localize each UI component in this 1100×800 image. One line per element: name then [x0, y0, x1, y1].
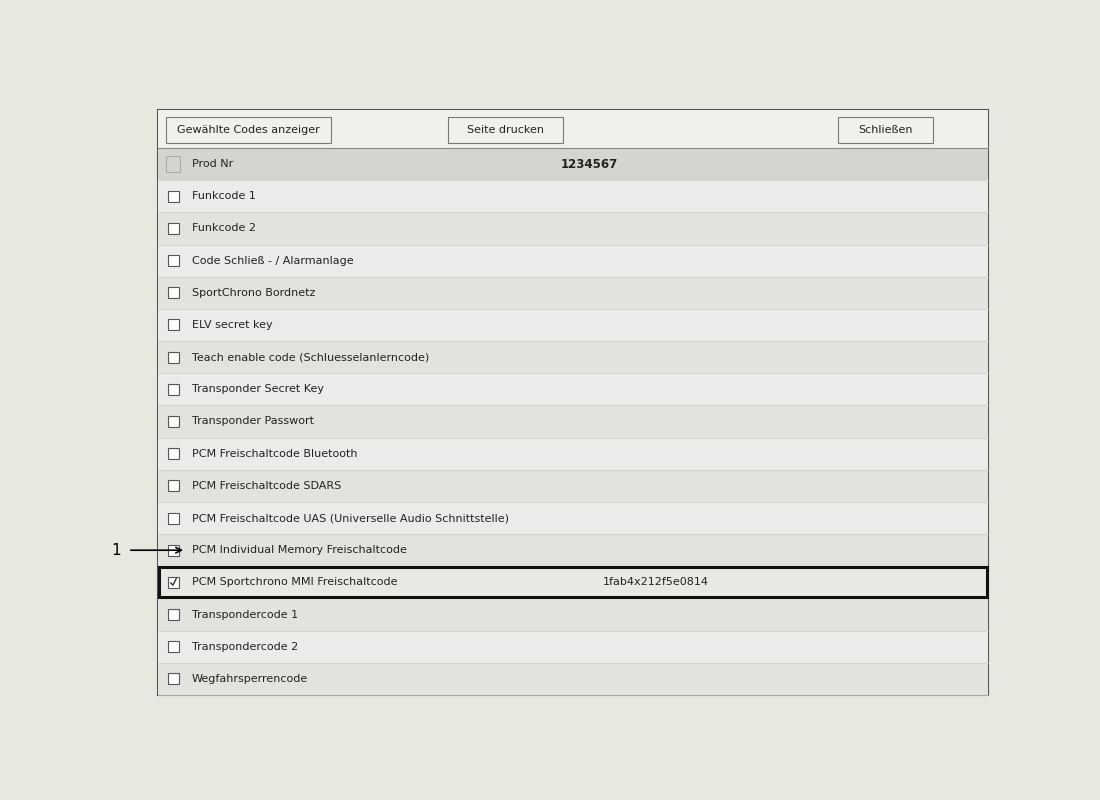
Bar [838, 117, 933, 143]
Bar [168, 513, 179, 523]
Bar [168, 255, 179, 266]
Bar [158, 534, 988, 566]
Bar [158, 245, 988, 277]
Text: SportChrono Bordnetz: SportChrono Bordnetz [192, 288, 316, 298]
Bar [168, 190, 179, 202]
Text: 1: 1 [111, 542, 121, 558]
Text: a passion for parts since 1985: a passion for parts since 1985 [478, 430, 761, 550]
Text: PCM Freischaltcode Bluetooth: PCM Freischaltcode Bluetooth [192, 449, 358, 458]
Bar [448, 117, 563, 143]
Text: Transpondercode 1: Transpondercode 1 [192, 610, 298, 619]
Bar [158, 502, 988, 534]
Text: PCM Freischaltcode UAS (Universelle Audio Schnittstelle): PCM Freischaltcode UAS (Universelle Audi… [192, 513, 509, 523]
Bar [168, 416, 179, 427]
Bar [158, 148, 988, 180]
Bar [158, 277, 988, 309]
Bar [158, 374, 988, 406]
Text: PCM Sportchrono MMI Freischaltcode: PCM Sportchrono MMI Freischaltcode [192, 578, 397, 587]
Bar [158, 663, 988, 695]
Bar [168, 609, 179, 620]
Text: Code Schließ - / Alarmanlage: Code Schließ - / Alarmanlage [192, 256, 353, 266]
Bar [158, 598, 988, 630]
Text: Funkcode 1: Funkcode 1 [192, 191, 256, 202]
Bar [158, 309, 988, 341]
Bar [158, 341, 988, 374]
Text: Prod Nr: Prod Nr [192, 159, 233, 169]
Bar [158, 630, 988, 663]
Bar [160, 567, 987, 598]
Bar [168, 223, 179, 234]
Bar [158, 470, 988, 502]
Bar [158, 438, 988, 470]
Bar [168, 352, 179, 362]
Bar [158, 180, 988, 212]
Text: Seite drucken: Seite drucken [468, 125, 544, 135]
Text: ELV secret key: ELV secret key [192, 320, 273, 330]
Text: 1234567: 1234567 [561, 158, 618, 170]
Text: Schließen: Schließen [858, 125, 913, 135]
Bar [168, 642, 179, 652]
Bar [168, 319, 179, 330]
Bar [158, 110, 988, 695]
Bar [158, 212, 988, 245]
Text: Teach enable code (Schluesselanlerncode): Teach enable code (Schluesselanlerncode) [192, 352, 429, 362]
Bar [166, 117, 331, 143]
Text: PCM Individual Memory Freischaltcode: PCM Individual Memory Freischaltcode [192, 546, 407, 555]
Bar [158, 406, 988, 438]
Bar [168, 384, 179, 395]
Bar [166, 156, 180, 172]
Bar [158, 566, 988, 598]
Bar [158, 110, 988, 148]
Text: Wegfahrsperrencode: Wegfahrsperrencode [192, 674, 308, 684]
Bar [168, 480, 179, 491]
Text: Transponder Passwort: Transponder Passwort [192, 417, 314, 426]
Bar [168, 448, 179, 459]
Bar [168, 545, 179, 556]
Bar [168, 287, 179, 298]
Bar [168, 577, 179, 588]
Text: Transpondercode 2: Transpondercode 2 [192, 642, 298, 652]
Text: PCM Freischaltcode SDARS: PCM Freischaltcode SDARS [192, 481, 341, 491]
Text: Transponder Secret Key: Transponder Secret Key [192, 384, 324, 394]
Text: 1fab4x212f5e0814: 1fab4x212f5e0814 [603, 578, 710, 587]
Bar [168, 674, 179, 685]
Text: Gewählte Codes anzeiger: Gewählte Codes anzeiger [177, 125, 320, 135]
Text: Funkcode 2: Funkcode 2 [192, 223, 256, 234]
